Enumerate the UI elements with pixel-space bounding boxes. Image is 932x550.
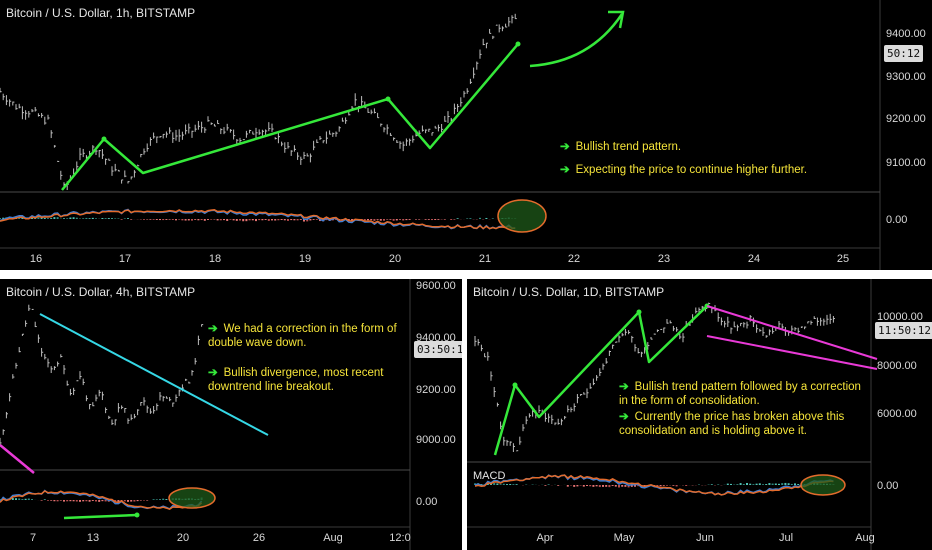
chart-1d-note-2: ➔ Currently the price has broken above th… [619,411,845,437]
chart-1d-highlight-ellipse [800,474,846,496]
chart-4h-signal-line [0,490,203,511]
chart-1d-y-tick: 6000.00 [877,408,917,420]
chart-4h-y-tick: 9600.00 [416,280,456,292]
chart-4h-indicator-tick: 0.00 [416,496,437,508]
chart-1h-title: Bitcoin / U.S. Dollar, 1h, BITSTAMP [6,6,196,20]
chart-1d-indicator-label: MACD [473,470,505,482]
chart-1d-annotation-arrowhead [512,382,518,388]
chart-4h-y-tick: 9200.00 [416,384,456,396]
chart-1h-y-tick: 9300.00 [886,71,926,83]
chart-4h-annotation-arrowhead [134,512,140,518]
chart-1h-annotation-line [61,43,519,191]
chart-1h-x-tick: 17 [119,253,131,265]
chart-4h-highlight-ellipse [168,487,216,509]
chart-4h-x-tick: Aug [323,532,343,544]
chart-1h-annotation-arrowhead [385,96,391,102]
chart-1d-title: Bitcoin / U.S. Dollar, 1D, BITSTAMP [473,285,665,299]
chart-1d-signal-line [474,474,834,496]
chart-1h-x-tick: 21 [479,253,491,265]
chart-4h-x-tick: 13 [87,532,99,544]
chart-4h-y-tick: 9000.00 [416,434,456,446]
chart-1d-x-tick: Jul [779,532,793,544]
chart-1h-x-tick: 16 [30,253,42,265]
chart-1h-x-tick: 19 [299,253,311,265]
chart-1h-note-2: ➔ Expecting the price to continue higher … [560,164,808,176]
chart-4h-note-2: ➔ Bullish divergence, most recent downtre… [208,367,384,393]
chart-1h-y-tick: 9200.00 [886,113,926,125]
chart-1d-x-tick: Jun [696,532,714,544]
chart-4h-annotation-line [63,513,138,520]
chart-4h-x-tick: 7 [30,532,36,544]
chart-4h-x-tick: 26 [253,532,265,544]
arrow-right-icon: ➔ [619,411,629,423]
chart-1h-price-badge: 50:12 [884,45,924,62]
chart-1h-x-tick: 18 [209,253,221,265]
chart-1d-x-tick: Apr [536,532,553,544]
chart-1h-annotation-arrowhead [101,136,107,142]
chart-1d-annotation-line [706,305,878,360]
chart-1h-indicator-tick: 0.00 [886,214,907,226]
chart-1d-annotation-line [493,305,708,456]
chart-panel-1h[interactable]: 9400.00 9300.00 9200.00 9100.00 0.00 16 17 18 19… [0,0,932,270]
chart-1d-canvas[interactable]: 10000.00 8000.00 6000.00 0.00 Apr May Jun Jul Au… [467,279,932,550]
arrow-right-icon: ➔ [560,141,570,153]
chart-1d-y-tick: 10000.00 [877,311,923,323]
chart-1d-note-1: ➔ Bullish trend pattern followed by a cor… [619,381,861,407]
chart-1d-x-tick: May [614,532,635,544]
chart-1h-annotation-arrowhead [515,41,521,47]
chart-4h-note-1: ➔ We had a correction in the form of doub… [208,323,397,349]
chart-4h-x-tick: 12:0 [389,532,410,544]
chart-panel-4h[interactable]: 9600.00 9400.00 9200.00 9000.00 0.00 7 13 20 26 A… [0,279,462,550]
chart-1h-projection-curve [529,13,624,68]
chart-1h-signal-line [0,209,516,230]
chart-1h-projection-arrowhead [608,10,625,29]
chart-1d-price-badge: 11:50:12 [875,322,932,339]
chart-4h-x-tick: 20 [177,532,189,544]
chart-panel-1d[interactable]: 10000.00 8000.00 6000.00 0.00 Apr May Jun Jul Au… [467,279,932,550]
chart-1d-y-tick: 8000.00 [877,360,917,372]
chart-1h-x-tick: 23 [658,253,670,265]
arrow-right-icon: ➔ [560,164,570,176]
chart-1h-x-tick: 24 [748,253,760,265]
chart-1d-annotation-line [706,335,878,370]
arrow-right-icon: ➔ [619,381,629,393]
chart-1h-note-1: ➔ Bullish trend pattern. [560,141,682,153]
chart-4h-annotation-line [39,313,269,436]
chart-1h-canvas[interactable]: 9400.00 9300.00 9200.00 9100.00 0.00 16 17 18 19… [0,0,932,270]
chart-1d-indicator-tick: 0.00 [877,480,898,492]
arrow-right-icon: ➔ [208,367,218,379]
chart-4h-title: Bitcoin / U.S. Dollar, 4h, BITSTAMP [6,285,196,299]
chart-4h-annotation-line [0,444,35,474]
chart-1h-x-tick: 25 [837,253,849,265]
chart-1d-x-tick: Aug [855,532,875,544]
chart-1h-y-tick: 9400.00 [886,28,926,40]
arrow-right-icon: ➔ [208,323,218,335]
chart-1h-y-tick: 9100.00 [886,157,926,169]
chart-1h-x-tick: 20 [389,253,401,265]
chart-1h-highlight-ellipse [497,199,547,233]
chart-1d-annotation-arrowhead [636,309,642,315]
chart-4h-price-badge: 03:50:12 [414,341,462,358]
chart-1h-x-tick: 22 [568,253,580,265]
